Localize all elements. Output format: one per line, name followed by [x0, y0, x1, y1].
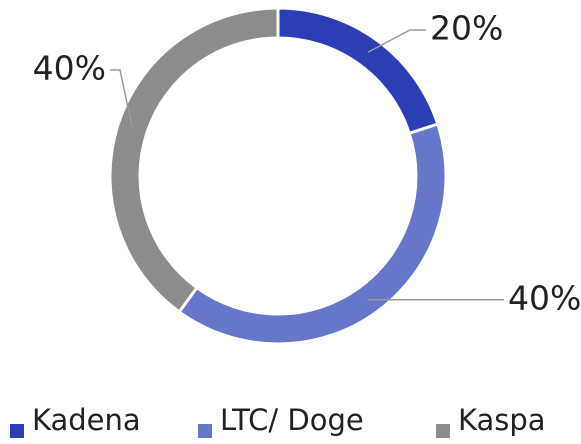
- legend-label: Kadena: [32, 403, 141, 437]
- legend-label: LTC/ Doge: [220, 403, 364, 437]
- legend-swatch: [10, 424, 24, 438]
- donut-segment: [177, 122, 448, 346]
- legend-label: Kaspa: [458, 403, 546, 437]
- legend-swatch: [436, 424, 450, 438]
- legend-swatch: [198, 424, 212, 438]
- data-label: 20%: [430, 9, 503, 48]
- data-label: 40%: [508, 278, 581, 317]
- leader-line: [367, 29, 426, 53]
- donut-segment: [108, 6, 280, 315]
- data-label: 40%: [33, 49, 106, 88]
- leader-line: [110, 69, 134, 129]
- donut-segment: [276, 6, 440, 136]
